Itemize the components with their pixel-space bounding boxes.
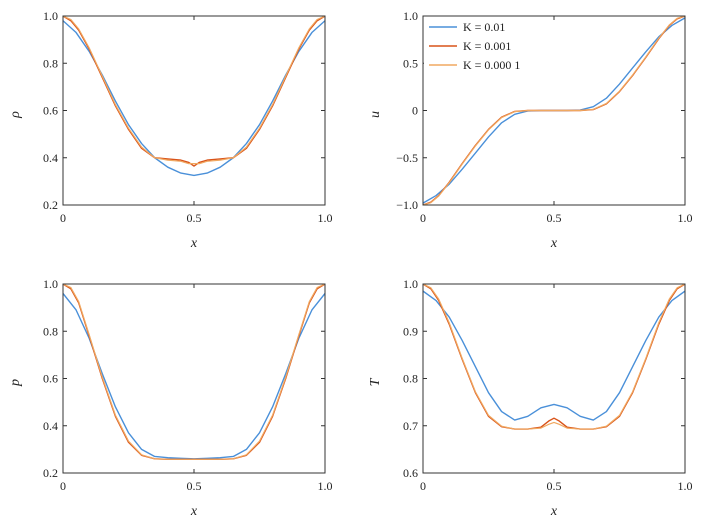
series-line-2 — [63, 284, 325, 460]
x-tick-label: 1.0 — [318, 479, 333, 493]
y-axis-label: T — [368, 377, 383, 386]
x-tick-label: 0.5 — [187, 211, 202, 225]
x-axis-label: x — [190, 236, 198, 251]
y-tick-label: 1.0 — [43, 9, 58, 23]
x-tick-label: 0 — [420, 211, 426, 225]
y-tick-label: 1.0 — [43, 277, 58, 291]
x-axis-label: x — [550, 504, 558, 519]
t-panel: 0 0.5 1.0 0.6 0.7 0.8 0.9 1.0 x T — [368, 277, 693, 519]
y-tick-label: 0.2 — [43, 466, 58, 480]
x-tick-label: 1.0 — [318, 211, 333, 225]
y-tick-label: 1.0 — [403, 277, 418, 291]
plot-frame — [422, 283, 686, 474]
series-line-3 — [423, 16, 685, 205]
plot-frame — [62, 15, 326, 206]
series-line-3 — [63, 284, 325, 460]
x-tick-label: 0 — [60, 479, 66, 493]
y-tick-label: 0 — [412, 104, 418, 118]
x-tick-label: 1.0 — [678, 211, 693, 225]
x-tick-label: 0.5 — [547, 211, 562, 225]
x-tick-label: 0 — [420, 479, 426, 493]
series-line-1 — [63, 20, 325, 177]
y-tick-label: 0.2 — [43, 198, 58, 212]
x-tick-label: 0 — [60, 211, 66, 225]
y-tick-label: 0.8 — [43, 324, 58, 338]
y-tick-label: 1.0 — [403, 9, 418, 23]
series-line-2 — [63, 16, 325, 167]
p-panel: 0 0.5 1.0 0.2 0.4 0.6 0.8 1.0 x p — [8, 277, 333, 519]
y-axis-label: p — [8, 379, 23, 387]
y-tick-label: 0.8 — [403, 372, 418, 386]
y-tick-label: −1.0 — [396, 198, 418, 212]
y-tick-label: 0.4 — [43, 419, 58, 433]
y-axis-label: ρ — [8, 111, 23, 119]
legend: K = 0.01 K = 0.001 K = 0.000 1 — [424, 17, 542, 75]
y-tick-label: 0.6 — [403, 466, 418, 480]
y-tick-label: 0.6 — [43, 372, 58, 386]
y-axis-label: u — [368, 111, 383, 118]
legend-label: K = 0.001 — [463, 39, 511, 53]
series-line-3 — [423, 284, 685, 430]
x-axis-label: x — [550, 236, 558, 251]
y-tick-label: 0.4 — [43, 151, 58, 165]
series-line-2 — [423, 284, 685, 430]
series-line-1 — [423, 290, 685, 421]
legend-label: K = 0.000 1 — [463, 58, 520, 72]
rho-panel: 0 0.5 1.0 0.2 0.4 0.6 0.8 1.0 x ρ — [8, 9, 333, 251]
y-tick-label: 0.9 — [403, 324, 418, 338]
x-tick-label: 0.5 — [187, 479, 202, 493]
y-tick-label: 0.8 — [43, 56, 58, 70]
u-panel: 0 0.5 1.0 −1.0 −0.5 0 0.5 1.0 x u K = 0.01 K = 0.00… — [368, 9, 693, 251]
y-tick-label: 0.5 — [403, 56, 418, 70]
y-tick-label: 0.7 — [403, 419, 418, 433]
y-tick-label: 0.6 — [43, 104, 58, 118]
legend-label: K = 0.01 — [463, 20, 505, 34]
y-tick-label: −0.5 — [396, 151, 418, 165]
x-tick-label: 1.0 — [678, 479, 693, 493]
x-axis-label: x — [190, 504, 198, 519]
series-line-3 — [63, 16, 325, 165]
x-tick-label: 0.5 — [547, 479, 562, 493]
